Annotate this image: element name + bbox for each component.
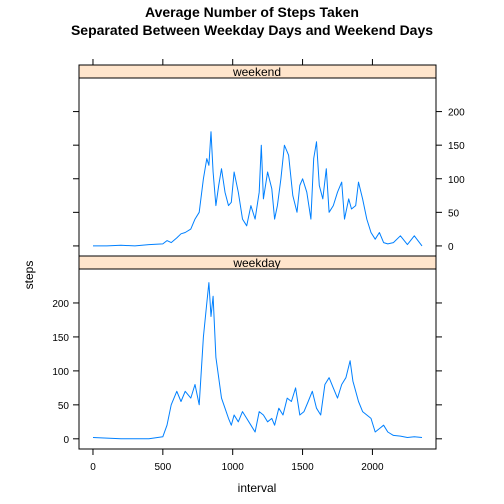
series-line-weekday (92, 282, 423, 440)
x-tick-label: 500 (154, 462, 171, 473)
y-tick-label-weekday: 0 (63, 435, 69, 446)
x-axis-label: interval (238, 481, 277, 495)
panel-weekday: weekday (78, 255, 437, 450)
y-tick-label-weekday: 150 (52, 333, 69, 344)
series-line-weekend (93, 131, 423, 247)
x-tick-label: 1000 (222, 462, 245, 473)
strip-label-weekday: weekday (232, 256, 280, 270)
chart-title: Average Number of Steps Taken (145, 4, 359, 20)
y-tick-label-weekday: 200 (52, 299, 69, 310)
panel-frame-weekend (78, 77, 437, 257)
y-axis-label: steps (22, 261, 36, 290)
panel-weekend: weekend (78, 64, 437, 257)
x-tick-label: 2000 (361, 462, 384, 473)
y-tick-label-weekend: 0 (448, 242, 454, 253)
y-tick-label-weekend: 100 (448, 175, 465, 186)
series-line-weekend-group (93, 131, 423, 247)
series-line-weekday-group (92, 282, 423, 440)
y-tick-label-weekend: 50 (448, 208, 460, 219)
x-tick-label: 1500 (291, 462, 314, 473)
chart-subtitle: Separated Between Weekday Days and Weeke… (71, 22, 433, 38)
x-tick-label: 0 (90, 462, 96, 473)
y-tick-label-weekend: 200 (448, 108, 465, 119)
y-tick-label-weekday: 100 (52, 367, 69, 378)
panel-frame-weekday (78, 268, 437, 450)
y-tick-label-weekday: 50 (58, 401, 70, 412)
strip-label-weekend: weekend (232, 65, 281, 79)
y-tick-label-weekend: 150 (448, 141, 465, 152)
